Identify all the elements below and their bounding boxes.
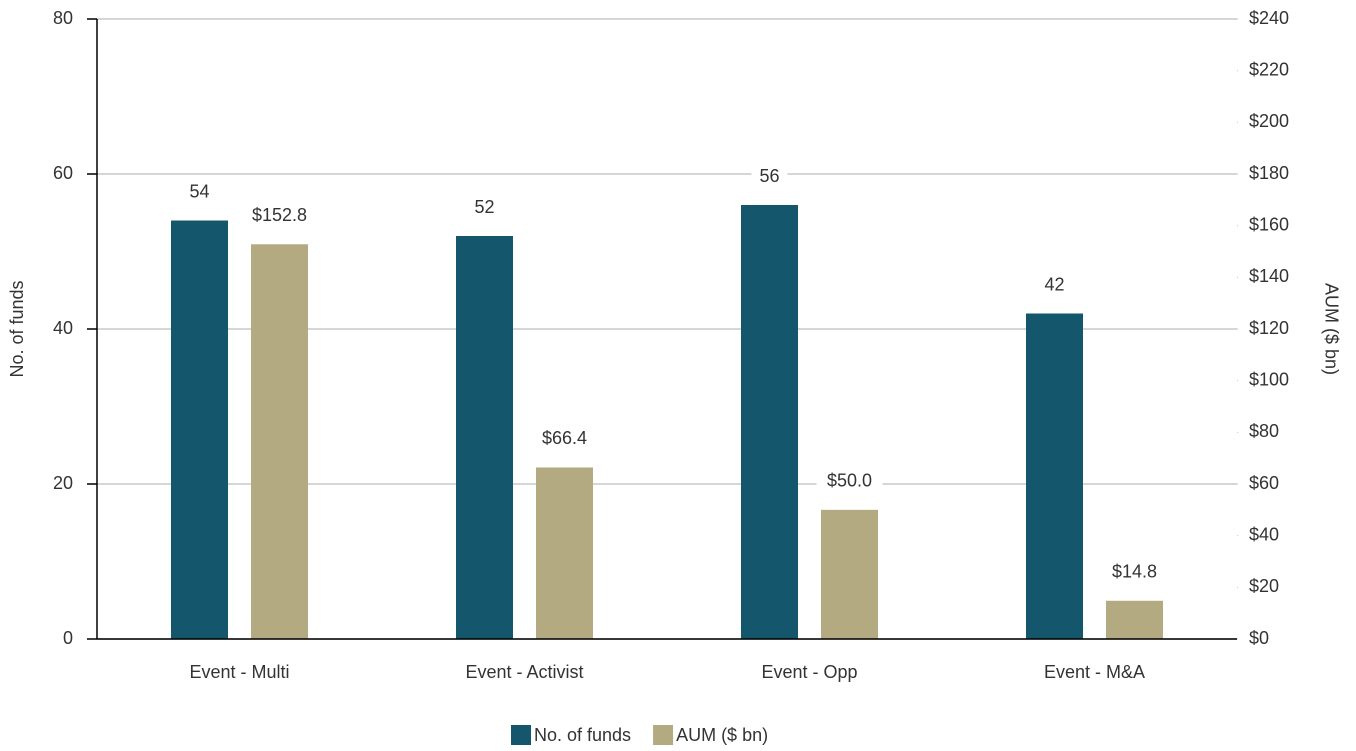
data-label: $66.4 [542,428,587,448]
y-axis-title: No. of funds [7,280,27,377]
legend-label: No. of funds [534,725,631,745]
y2-tick-label: $0 [1249,628,1269,648]
y2-axis-title: AUM ($ bn) [1321,283,1341,375]
y2-tick-label: $140 [1249,266,1289,286]
y2-tick-label: $100 [1249,369,1289,389]
x-tick-label: Event - Multi [189,662,289,682]
x-tick-label: Event - Opp [761,662,857,682]
y2-tick-label: $220 [1249,59,1289,79]
y2-tick-label: $240 [1249,8,1289,28]
bar [821,509,878,639]
y2-tick-label: $160 [1249,214,1289,234]
bar [536,467,593,639]
data-label-bg [1101,559,1168,586]
bar [741,205,798,639]
bar [1026,313,1083,639]
x-tick-label: Event - M&A [1044,662,1145,682]
x-tick-label: Event - Activist [465,662,583,682]
y2-tick-label: $180 [1249,163,1289,183]
bar [456,236,513,639]
legend-swatch [511,725,531,745]
y2-tick-label: $20 [1249,576,1279,596]
y-tick-label: 60 [53,163,73,183]
y-tick-label: 80 [53,8,73,28]
y2-tick-label: $80 [1249,421,1279,441]
y-tick-label: 40 [53,318,73,338]
y2-tick-label: $40 [1249,524,1279,544]
y-tick-label: 20 [53,473,73,493]
y2-tick-label: $120 [1249,318,1289,338]
y2-tick-label: $200 [1249,111,1289,131]
bar [1106,600,1163,639]
legend-label: AUM ($ bn) [676,725,768,745]
data-label-bg [181,179,218,206]
data-label: 52 [474,197,494,217]
data-label-bg [466,195,503,221]
data-label-bg [531,426,598,453]
data-label-bg [751,164,788,190]
data-label: $50.0 [827,471,872,491]
data-label: 42 [1044,274,1064,294]
y-tick-label: 0 [63,628,73,648]
legend-swatch [653,725,674,745]
data-label: 54 [189,181,209,201]
y2-tick-label: $60 [1249,473,1279,493]
bar [171,220,228,639]
data-label: 56 [759,166,779,186]
data-label: $14.8 [1112,562,1157,582]
data-label-bg [1036,272,1073,299]
data-label-bg [241,203,318,230]
bar [251,244,308,639]
data-label: $152.8 [252,205,307,225]
data-label-bg [816,468,883,495]
